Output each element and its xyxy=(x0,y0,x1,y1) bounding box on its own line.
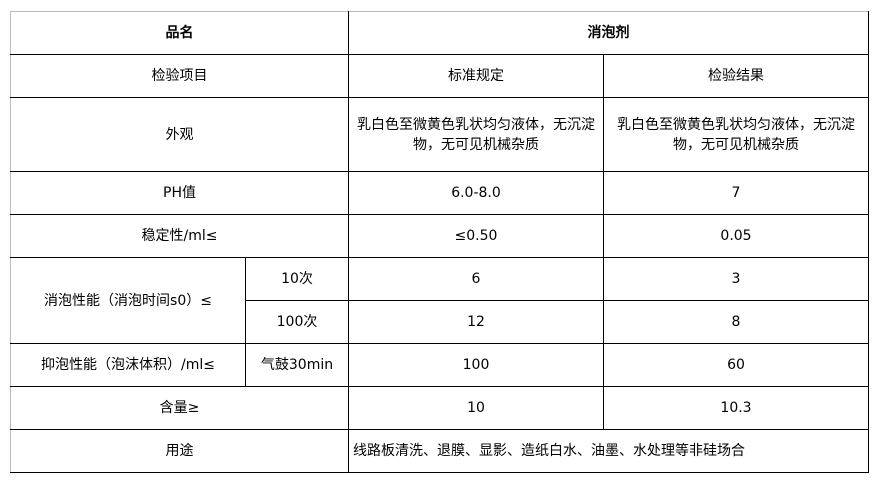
table-row-columns: 检验项目 标准规定 检验结果 xyxy=(10,54,869,98)
result-value: 8 xyxy=(603,300,869,344)
row-label: 抑泡性能（泡沫体积）/ml≤ xyxy=(10,343,246,387)
spec-table: 品名 消泡剂 检验项目 标准规定 检验结果 外观 乳白色至微黄色乳状均匀液体，无… xyxy=(10,11,869,473)
row-label: 用途 xyxy=(10,429,349,473)
table-row-header: 品名 消泡剂 xyxy=(10,11,869,55)
sub-label: 气鼓30min xyxy=(245,343,349,387)
product-name: 消泡剂 xyxy=(348,11,869,55)
name-label: 品名 xyxy=(10,11,349,55)
standard-value: 12 xyxy=(348,300,604,344)
standard-value: 6.0-8.0 xyxy=(348,171,604,215)
result-value: 7 xyxy=(603,171,869,215)
table-row: 用途 线路板清洗、退膜、显影、造纸白水、油墨、水处理等非硅场合 xyxy=(10,429,869,473)
table-row: 含量≥ 10 10.3 xyxy=(10,386,869,430)
table-row: 消泡性能（消泡时间s0）≤ 10次 6 3 xyxy=(10,257,869,344)
row-label: 稳定性/ml≤ xyxy=(10,214,349,258)
row-label: 含量≥ xyxy=(10,386,349,430)
standard-value: 乳白色至微黄色乳状均匀液体，无沉淀物，无可见机械杂质 xyxy=(348,97,604,172)
col-result: 检验结果 xyxy=(603,54,869,98)
row-label: PH值 xyxy=(10,171,349,215)
row-label: 消泡性能（消泡时间s0）≤ xyxy=(10,257,246,344)
sub-label: 100次 xyxy=(245,300,349,344)
table-row: 100次 12 8 xyxy=(11,300,869,344)
result-value: 乳白色至微黄色乳状均匀液体，无沉淀物，无可见机械杂质 xyxy=(603,97,869,172)
row-label: 外观 xyxy=(10,97,349,172)
result-value: 60 xyxy=(603,343,869,387)
result-value: 10.3 xyxy=(603,386,869,430)
result-value: 3 xyxy=(603,257,869,301)
usage-value: 线路板清洗、退膜、显影、造纸白水、油墨、水处理等非硅场合 xyxy=(348,429,869,473)
table-row: 抑泡性能（泡沫体积）/ml≤ 气鼓30min 100 60 xyxy=(10,343,869,387)
standard-value: ≤0.50 xyxy=(348,214,604,258)
standard-value: 10 xyxy=(348,386,604,430)
table-row: PH值 6.0-8.0 7 xyxy=(10,171,869,215)
standard-value: 6 xyxy=(348,257,604,301)
standard-value: 100 xyxy=(348,343,604,387)
table-row: 稳定性/ml≤ ≤0.50 0.05 xyxy=(10,214,869,258)
col-standard: 标准规定 xyxy=(348,54,604,98)
sub-label: 10次 xyxy=(245,257,349,301)
table-row: 外观 乳白色至微黄色乳状均匀液体，无沉淀物，无可见机械杂质 乳白色至微黄色乳状均… xyxy=(10,97,869,172)
result-value: 0.05 xyxy=(603,214,869,258)
col-item: 检验项目 xyxy=(10,54,349,98)
